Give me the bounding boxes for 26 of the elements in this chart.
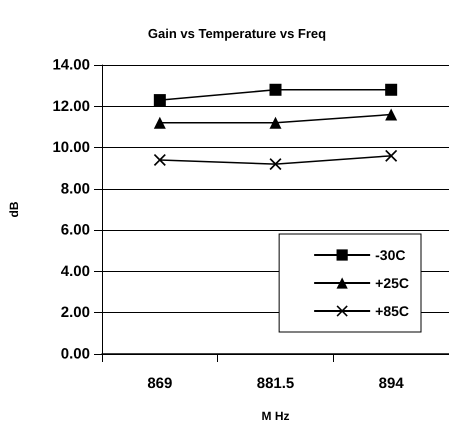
point — [385, 108, 398, 121]
y-tick-label: 4.00 — [60, 262, 90, 280]
y-tick-label: 8.00 — [60, 180, 90, 198]
point — [154, 154, 166, 166]
point — [270, 158, 282, 170]
y-tick-label: 12.00 — [52, 98, 90, 115]
x-tick-label: 869 — [147, 375, 172, 392]
point — [154, 116, 166, 129]
point — [154, 94, 166, 106]
legend-label: -30C — [375, 247, 406, 263]
x-tick-label: 881.5 — [256, 375, 294, 392]
legend-label: +85C — [375, 303, 409, 319]
y-axis-title: dB — [7, 201, 21, 218]
y-tick-label: 0.00 — [60, 346, 90, 362]
chart-title: Gain vs Temperature vs Freq — [148, 26, 326, 41]
x-tick-label: 894 — [378, 375, 404, 392]
point — [270, 84, 282, 96]
x-axis-title: M Hz — [262, 409, 290, 423]
legend-label: +25C — [375, 275, 409, 291]
y-tick-label: 14.00 — [52, 56, 90, 74]
point — [270, 116, 282, 129]
point — [385, 84, 398, 96]
y-tick-label: 10.00 — [52, 139, 90, 156]
point — [385, 150, 398, 162]
y-tick-label: 6.00 — [60, 222, 90, 239]
y-tick-label: 2.00 — [60, 304, 90, 322]
